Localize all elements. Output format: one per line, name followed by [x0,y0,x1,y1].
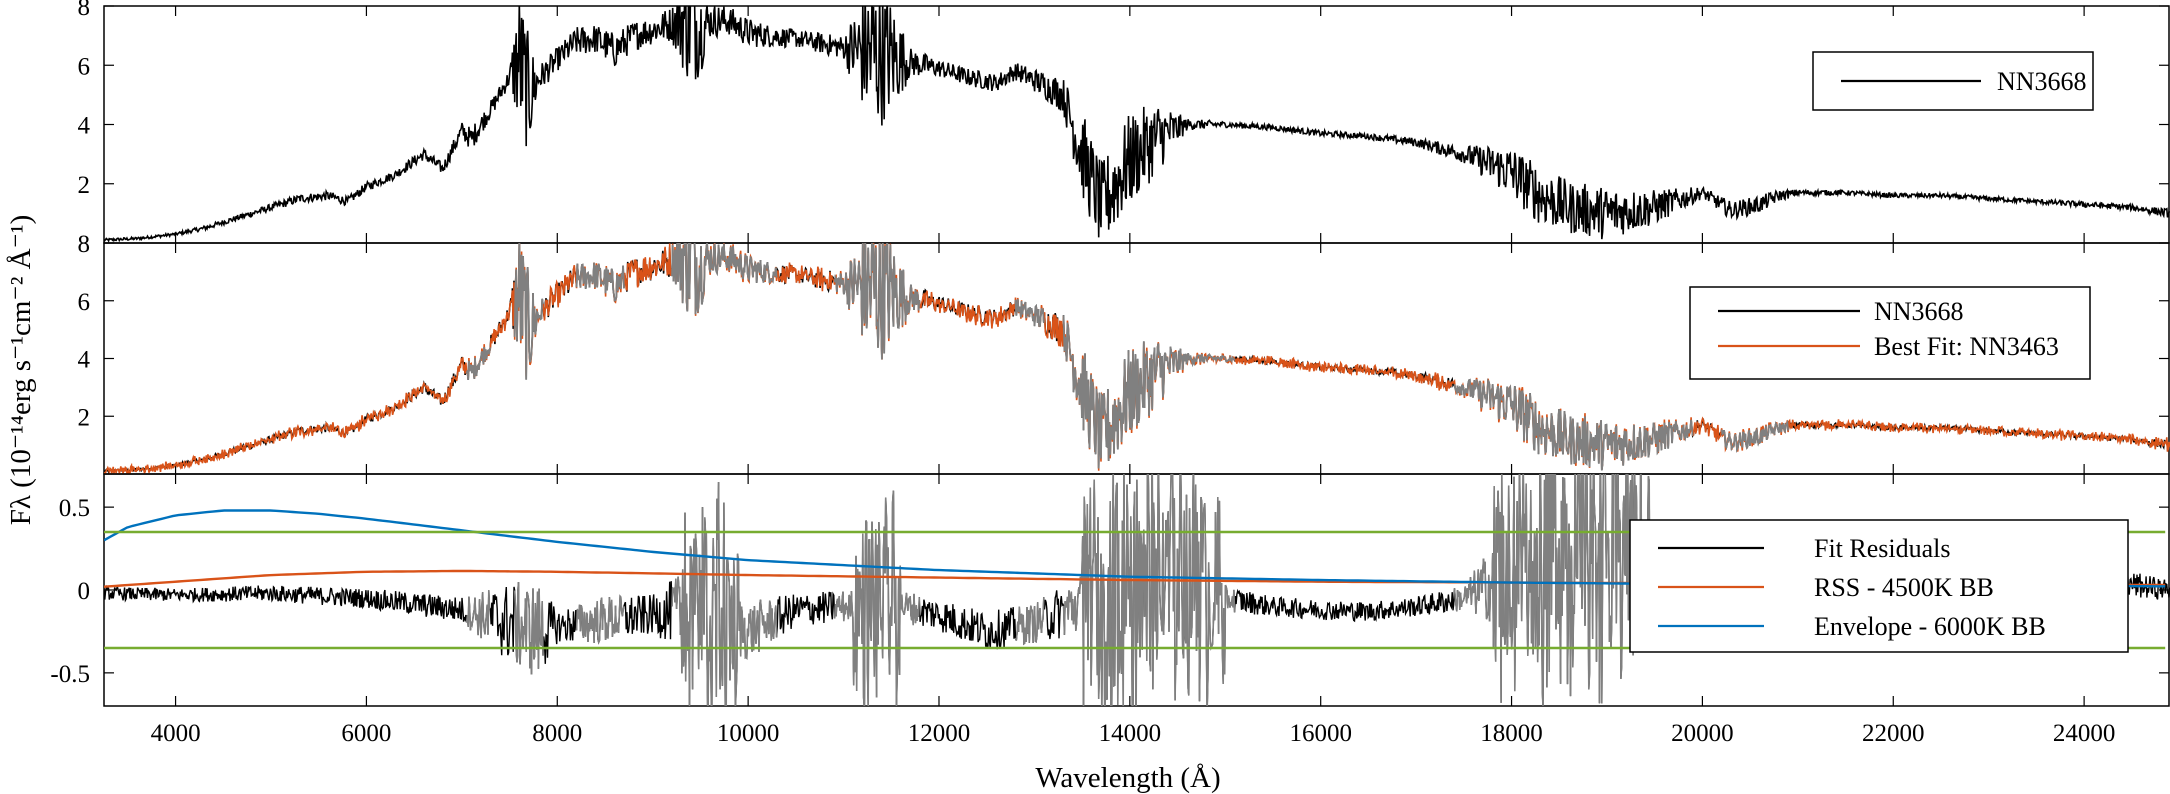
x-tick-label: 14000 [1099,720,1162,747]
series-masked-region [465,243,1789,471]
x-tick-label: 10000 [717,720,780,747]
y-tick-label: 8 [78,231,91,258]
y-tick-label: 0.5 [59,495,90,522]
x-tick-label: 22000 [1862,720,1925,747]
x-tick-label: 12000 [908,720,971,747]
legend-label: Fit Residuals [1814,534,1951,563]
series-best-fit [104,243,2170,474]
y-axis-title: Fλ (10⁻¹⁴erg s⁻¹cm⁻² Å⁻¹) [5,215,37,526]
x-tick-label: 6000 [341,720,391,747]
panel-frame-top [103,5,2170,244]
x-tick-label: 4000 [151,720,201,747]
y-tick-label: 2 [78,172,91,199]
x-tick-label: 24000 [2053,720,2116,747]
x-axis-title: Wavelength (Å) [1035,762,1220,794]
y-tick-label: 4 [78,347,91,374]
y-tick-label: 6 [78,53,91,80]
legend-label: NN3668 [1874,297,1964,326]
y-tick-label: 6 [78,289,91,316]
legend-label: Envelope - 6000K BB [1814,612,2046,641]
legend-middle: NN3668 Best Fit: NN3463 [1689,286,2091,380]
legend-label: Best Fit: NN3463 [1874,332,2059,361]
y-tick-label: 0 [78,578,91,605]
panel-top: 2 4 6 8 NN3668 [78,0,2170,244]
y-tick-label: 8 [78,0,91,21]
legend-top: NN3668 [1812,51,2094,111]
legend-bottom: Fit Residuals RSS - 4500K BB Envelope - 60… [1629,519,2129,653]
y-tick-label: -0.5 [50,661,90,688]
series-nn3668 [104,6,2170,243]
panel-bottom: -0.5 0 0.5 Fit Residuals RSS - 4500K BB Envel… [50,473,2170,707]
y-tick-label: 4 [78,113,91,140]
x-tick-label: 8000 [532,720,582,747]
y-tick-label: 2 [78,404,91,431]
panel-middle: 2 4 6 8 NN3668 Best Fit: NN3463 [78,231,2170,475]
legend-label: RSS - 4500K BB [1814,573,1994,602]
x-tick-label: 16000 [1289,720,1352,747]
x-tick-label: 20000 [1671,720,1734,747]
x-axis: 4000 6000 8000 10000 12000 14000 16000 18000 200… [151,720,2116,747]
legend-box [1689,286,2091,380]
x-tick-label: 18000 [1480,720,1543,747]
legend-label: NN3668 [1997,67,2087,96]
